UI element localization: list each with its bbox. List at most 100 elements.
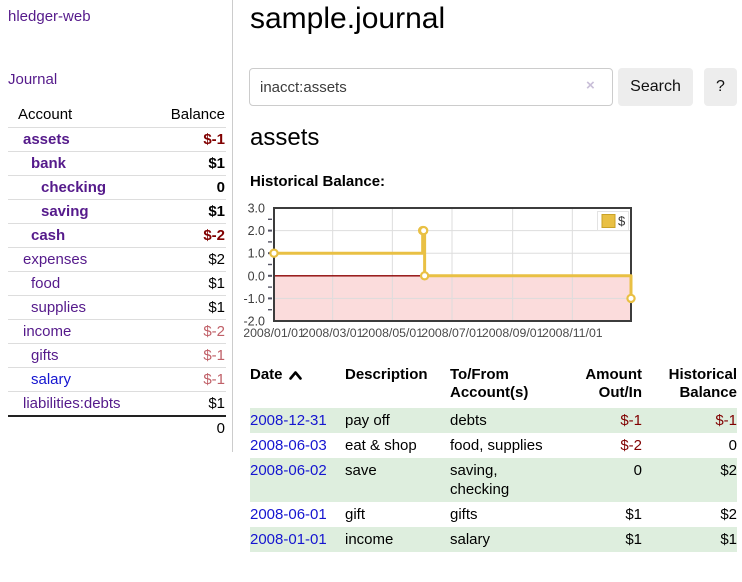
brand-link[interactable]: hledger-web [8,8,91,25]
account-balance: 0 [216,179,225,196]
transaction-accounts-cell: debts [450,412,487,429]
legend-label: $ [618,214,626,229]
search-button[interactable]: Search [618,68,693,106]
register-column-header-line: Historical [668,366,737,383]
y-axis-tick-label: 2.0 [248,224,265,238]
transaction-date-link[interactable]: 2008-06-03 [250,437,327,454]
transaction-accounts-cell: gifts [450,506,478,523]
register-column-header-line: Amount [585,366,642,383]
accounts-total: 0 [8,415,226,440]
help-button[interactable]: ? [704,68,737,106]
transaction-accounts-cell: saving, checking [450,462,510,498]
transaction-amount-cell: $-2 [620,437,642,454]
transaction-description-cell: save [345,462,377,479]
account-row: assets $-1 [8,127,226,151]
y-axis-tick-label: 1.0 [248,247,265,261]
accounts-table-header: Account Balance [8,103,226,127]
account-balance: $-1 [203,371,225,388]
account-balance: $1 [208,395,225,412]
account-row: gifts $-1 [8,343,226,367]
account-row: expenses $2 [8,247,226,271]
data-point-marker [418,225,429,236]
account-link[interactable]: salary [31,371,72,388]
transaction-date-link[interactable]: 2008-06-02 [250,462,327,479]
data-point-marker [269,248,279,258]
transaction-description-cell: pay off [345,412,390,429]
register-column-header[interactable]: Date [250,362,345,408]
transaction-date-link[interactable]: 2008-06-01 [250,506,327,523]
legend-swatch [601,214,616,228]
register-column-header-line: Description [345,366,428,383]
sidebar: hledger-web Journal Account Balance asse… [0,0,233,452]
transaction-date-link[interactable]: 2008-01-01 [250,531,327,548]
account-link[interactable]: gifts [31,347,59,364]
transaction-description-cell: income [345,531,394,548]
transaction-row: 2008-12-31 pay off debts $-1 $-1 [250,408,737,433]
x-axis-tick-label: 2008/09/01 [482,326,544,340]
transaction-amount-cell: $-1 [620,412,642,429]
register-column-header: To/From Account(s) [450,362,580,408]
account-link[interactable]: checking [41,179,107,196]
register-column-header-line: Balance [679,384,737,401]
x-axis-tick-label: 2008/11/01 [542,326,603,340]
account-balance: $-2 [203,323,225,340]
account-link[interactable]: food [31,275,61,292]
account-link[interactable]: cash [31,227,66,244]
account-link[interactable]: assets [23,131,70,148]
transaction-row: 2008-01-01 income salary $1 $1 [250,527,737,552]
transaction-accounts-cell: food, supplies [450,437,543,454]
data-point-marker [419,271,430,281]
account-row: cash $-2 [8,223,226,247]
transaction-description-cell: gift [345,506,366,523]
account-page-title: assets [250,124,320,151]
accounts-header-balance: Balance [170,106,225,123]
y-axis-tick-label: -1.0 [244,292,265,306]
account-balance: $1 [208,299,225,316]
accounts-table: Account Balance assets $-1 bank $1 checking 0… [8,103,226,440]
account-row: supplies $1 [8,295,226,319]
transaction-balance-cell: $2 [720,506,737,523]
account-row: saving $1 [8,199,226,223]
transaction-row: 2008-06-01 gift gifts $1 $2 [250,502,737,527]
chart-border [273,207,632,322]
account-row: bank $1 [8,151,226,175]
search-input[interactable] [249,68,613,106]
account-link[interactable]: supplies [31,299,87,316]
clear-search-icon[interactable]: × [586,77,595,94]
transaction-amount-cell: $1 [625,531,642,548]
historical-balance-chart[interactable]: 3.0 2.0 1.0 0.0 -1.0 -2.0 2008/01/01 2008/03/01… [243,196,644,342]
transaction-balance-cell: $-1 [715,412,737,429]
account-row: checking 0 [8,175,226,199]
transaction-row: 2008-06-03 eat & shop food, supplies $-2 0 [250,433,737,458]
search-bar: × Search ? [249,68,737,106]
transaction-date-cell: 2008-06-02 [250,458,345,502]
account-balance: $1 [208,203,225,220]
account-row: income $-2 [8,319,226,343]
account-link[interactable]: income [23,323,72,340]
account-link[interactable]: bank [31,155,67,172]
account-link[interactable]: saving [41,203,89,220]
x-axis-tick-label: 2008/03/01 [302,326,364,340]
register-header-row: Date Description To/From Account(s) Amount Ou… [250,362,737,408]
transaction-date-link[interactable]: 2008-12-31 [250,412,327,429]
transaction-date-cell: 2008-01-01 [250,527,345,552]
account-balance: $-1 [203,347,225,364]
register-column-header: Amount Out/In [580,362,642,408]
transaction-row: 2008-06-02 save saving, checking 0 $2 [250,458,737,502]
sort-ascending-icon[interactable] [288,370,302,380]
transaction-amount-cell: $1 [625,506,642,523]
account-link[interactable]: liabilities:debts [23,395,121,412]
account-balance: $1 [208,275,225,292]
y-axis-tick-label: 0.0 [248,269,265,283]
transaction-date-cell: 2008-06-03 [250,433,345,458]
chart-label: Historical Balance: [250,173,386,190]
sidebar-item-journal[interactable]: Journal [8,71,58,88]
account-link[interactable]: expenses [23,251,88,268]
account-balance: $-1 [203,131,225,148]
x-axis-tick-label: 2008/07/01 [421,326,483,340]
y-axis-tick-label: -2.0 [244,315,265,329]
transaction-balance-cell: $1 [720,531,737,548]
x-axis-tick-label: 2008/01/01 [244,326,305,340]
account-row: liabilities:debts $1 [8,391,226,415]
chart-canvas[interactable]: 3.0 2.0 1.0 0.0 -1.0 -2.02008/01/012008/03/01… [243,196,644,342]
